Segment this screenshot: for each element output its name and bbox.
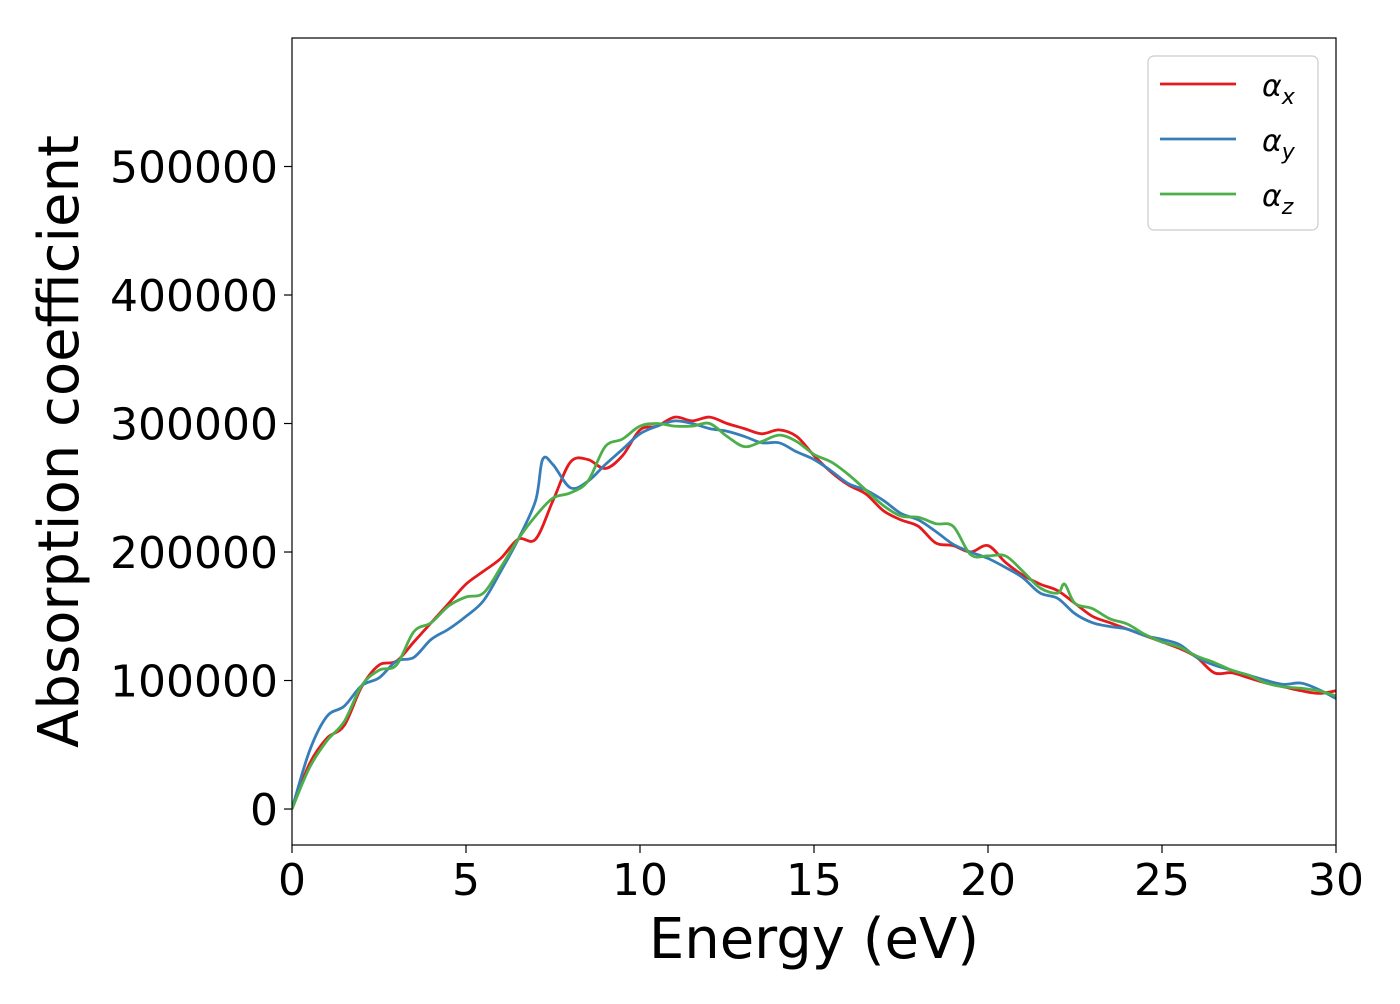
legend-label-y: αy: [1262, 124, 1296, 165]
y-tick-label: 400000: [110, 271, 278, 322]
series-line-z: [292, 421, 1336, 810]
legend-label-symbol: α: [1262, 124, 1282, 159]
y-tick-label: 300000: [110, 400, 278, 451]
x-tick-label: 30: [1308, 855, 1364, 906]
legend-label-z: αz: [1262, 179, 1294, 220]
y-tick-label: 100000: [110, 657, 278, 708]
legend-label-subscript: x: [1281, 85, 1296, 110]
y-tick-label: 0: [250, 785, 278, 836]
x-tick-label: 5: [452, 855, 480, 906]
x-tick-label: 10: [612, 855, 668, 906]
series-line-y: [292, 419, 1336, 810]
x-tick-label: 25: [1134, 855, 1190, 906]
x-axis-title: Energy (eV): [649, 907, 979, 972]
x-tick-label: 15: [786, 855, 842, 906]
legend-label-symbol: α: [1262, 179, 1282, 214]
legend-label-symbol: α: [1262, 69, 1282, 104]
legend-label-subscript: z: [1281, 195, 1294, 220]
x-tick-label: 20: [960, 855, 1016, 906]
legend-label-subscript: y: [1281, 140, 1296, 165]
series-line-x: [292, 415, 1336, 810]
x-tick-label: 0: [278, 855, 306, 906]
legend-label-x: αx: [1262, 69, 1296, 110]
y-tick-label: 500000: [110, 143, 278, 194]
y-axis: 0 100000 200000 300000 400000 500000: [110, 143, 292, 836]
plot-area: [292, 415, 1336, 810]
x-axis: 0 5 10 15 20 25 30: [278, 845, 1364, 906]
y-axis-title: Absorption coefficient: [27, 135, 92, 748]
y-tick-label: 200000: [110, 528, 278, 579]
legend-box: [1147, 55, 1319, 231]
